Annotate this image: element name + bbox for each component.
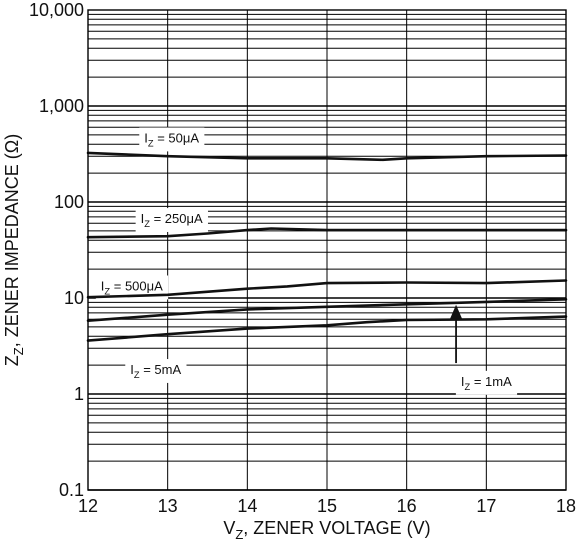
series-label-rest: = 250μA — [150, 211, 203, 226]
y-axis-label-rest: , ZENER IMPEDANCE (Ω) — [2, 134, 22, 347]
series-label-background — [95, 275, 169, 300]
y-tick-label: 100 — [54, 192, 84, 212]
series-label-main: I — [144, 130, 148, 145]
series-label: IZ = 5mA — [130, 362, 181, 380]
x-tick-label: 12 — [78, 496, 98, 516]
series-label-background — [455, 370, 518, 395]
y-axis-label-sub: Z — [11, 347, 26, 355]
series-label-rest: = 500μA — [110, 278, 163, 293]
x-axis-label-rest: , ZENER VOLTAGE (V) — [243, 518, 430, 538]
series-label-subscript: Z — [144, 219, 150, 229]
x-axis-label-sub: Z — [235, 527, 243, 542]
series-label-main: I — [101, 278, 105, 293]
x-tick-label: 18 — [556, 496, 576, 516]
series-label: IZ = 500μA — [101, 278, 163, 296]
annotations — [450, 304, 463, 364]
y-tick-label: 10,000 — [29, 0, 84, 20]
y-tick-label: 10 — [64, 288, 84, 308]
series-line — [86, 279, 568, 299]
series-label: IZ = 50μA — [144, 130, 199, 148]
x-tick-label: 16 — [397, 496, 417, 516]
series-label-subscript: Z — [148, 138, 154, 148]
series-label-subscript: Z — [134, 370, 140, 380]
x-axis-label: VZ, ZENER VOLTAGE (V) — [223, 518, 430, 542]
tick-labels: 12 13 14 15 16 17 18 0.1 1 10 100 1,000 10,000 — [29, 0, 576, 516]
x-tick-label: 14 — [237, 496, 257, 516]
x-axis-label-main: V — [223, 518, 235, 538]
y-axis-label-main: Z — [2, 355, 22, 366]
grid-lines — [87, 10, 567, 491]
series-label-background — [139, 127, 205, 152]
y-tick-label: 1,000 — [39, 96, 84, 116]
series-label-main: I — [130, 362, 134, 377]
y-tick-label: 1 — [74, 384, 84, 404]
series-label-rest: = 5mA — [140, 362, 182, 377]
series-label-background — [135, 208, 208, 232]
series-label-backgrounds — [95, 127, 518, 395]
series-label-subscript: Z — [104, 286, 110, 296]
series-label-subscript: Z — [465, 382, 471, 392]
series-line — [86, 298, 568, 322]
series-label: IZ = 1mA — [461, 374, 512, 392]
x-tick-label: 15 — [317, 496, 337, 516]
series-line — [86, 227, 568, 239]
series-label-rest: = 1mA — [470, 374, 512, 389]
series-label: IZ = 250μA — [141, 211, 203, 229]
series-label-rest: = 50μA — [154, 130, 200, 145]
x-tick-label: 13 — [158, 496, 178, 516]
y-axis-label: ZZ, ZENER IMPEDANCE (Ω) — [2, 134, 26, 366]
annotation-arrow-head — [450, 304, 463, 319]
x-tick-label: 17 — [476, 496, 496, 516]
series-label-main: I — [461, 374, 465, 389]
series-label-main: I — [141, 211, 145, 226]
plot-frame — [87, 9, 567, 491]
y-tick-label: 0.1 — [59, 480, 84, 500]
series-line — [86, 151, 568, 162]
series-label-background — [125, 359, 187, 383]
series-lines — [86, 151, 568, 342]
series-line — [86, 315, 568, 342]
